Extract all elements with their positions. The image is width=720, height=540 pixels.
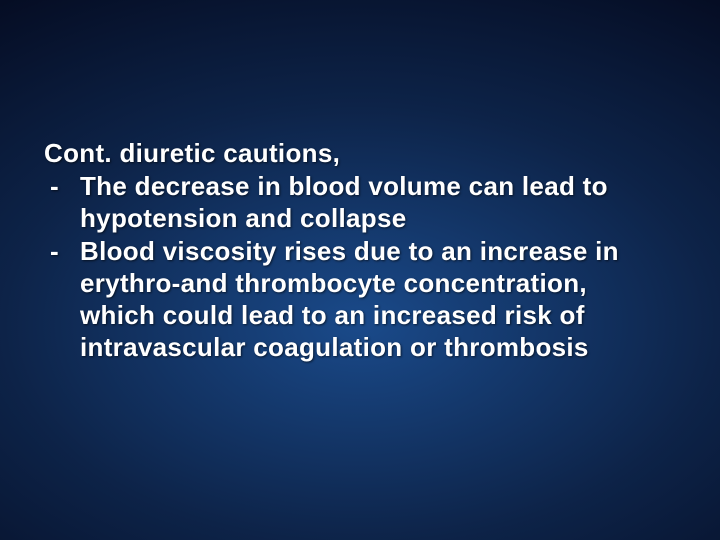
bullet-list: The decrease in blood volume can lead to…: [44, 171, 660, 363]
list-item: The decrease in blood volume can lead to…: [44, 171, 660, 234]
slide: Cont. diuretic cautions, The decrease in…: [0, 0, 720, 540]
slide-heading: Cont. diuretic cautions,: [44, 138, 660, 169]
list-item: Blood viscosity rises due to an increase…: [44, 236, 660, 363]
